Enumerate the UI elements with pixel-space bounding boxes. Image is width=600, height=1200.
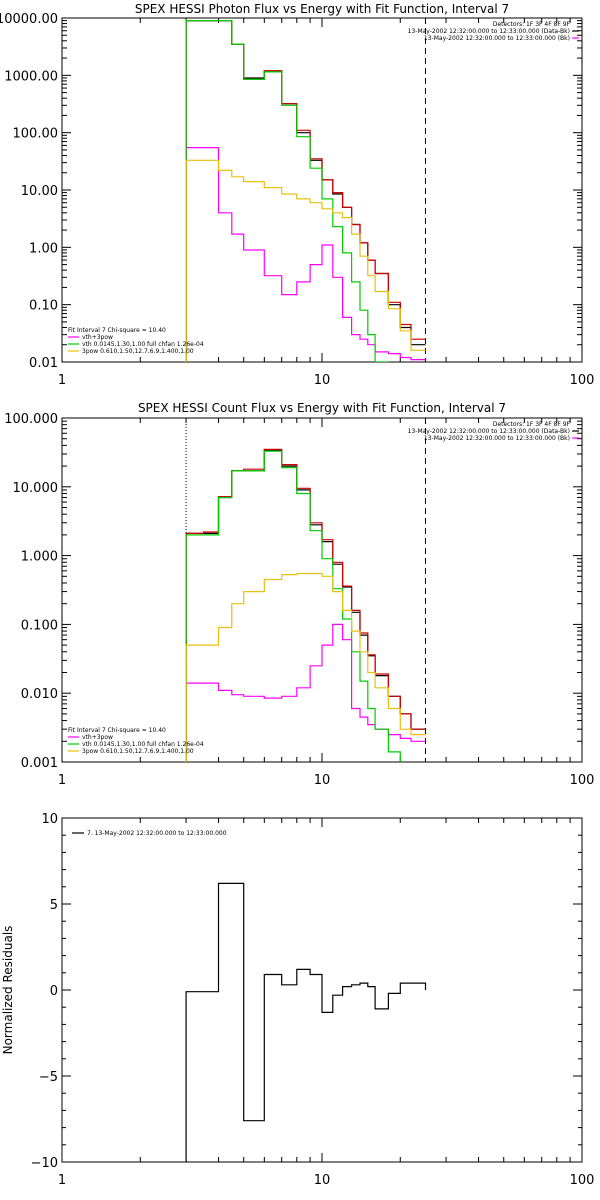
y-tick-label: 100.00 (13, 127, 59, 142)
y-tick-label: 5 (50, 898, 58, 913)
chart-panel-1: SPEX HESSI Photon Flux vs Energy with Fi… (0, 2, 594, 388)
legend-line: 3pow 0.610,1.50,12.7,6.9,1.400,1.00 (82, 748, 194, 755)
x-tick-label: 10 (314, 1173, 331, 1188)
header-line: 13-May-2002 12:32:00.000 to 12:33:00.000… (408, 28, 570, 35)
x-tick-label: 1 (58, 373, 66, 388)
x-tick-label: 100 (570, 1173, 595, 1188)
y-tick-label: 100.000 (4, 412, 58, 427)
x-tick-label: 10 (314, 773, 331, 788)
y-tick-label: 0.100 (21, 618, 58, 633)
chart-title: SPEX HESSI Count Flux vs Energy with Fit… (138, 401, 506, 415)
y-tick-label: 10.00 (21, 184, 58, 199)
plot-frame (61, 417, 583, 763)
legend-line: vth 0.0145,1.30,1.00 full chfan 1.26e-04 (82, 741, 204, 748)
chart-panel-3: 1 10 100 −10 −5 0 5 10 Normalized Residuals 7. 13… (1, 812, 594, 1188)
y-tick-label: 10.000 (13, 481, 59, 496)
series-line-4 (185, 450, 401, 762)
x-tick-label: 1 (58, 1173, 66, 1188)
x-tick-label: 10 (314, 373, 331, 388)
y-tick-label: −10 (31, 1156, 58, 1171)
y-axis-label: Normalized Residuals (1, 926, 15, 1055)
series-group (185, 882, 427, 1162)
legend-line: Fit Interval 7 Chi-square = 10.40 (68, 327, 166, 334)
x-tick-label: 1 (58, 773, 66, 788)
legend-line: Fit Interval 7 Chi-square = 10.40 (68, 727, 166, 734)
chart-title: SPEX HESSI Photon Flux vs Energy with Fi… (135, 2, 509, 16)
series-line-3 (185, 147, 426, 362)
y-tick-label: 10 (41, 812, 58, 827)
series-group (185, 448, 426, 762)
header-line: Detectors: 1F 3F 4F 8F 9F (493, 21, 571, 28)
y-tick-label: 0.001 (21, 756, 58, 771)
y-tick-label: 0.10 (29, 299, 58, 314)
y-tick-label: 1.00 (29, 241, 58, 256)
series-line-2 (185, 20, 426, 362)
legend-line: vth+3pow (82, 734, 113, 741)
header-line: 13-May-2002 12:32:00.000 to 12:33:00.000… (408, 428, 570, 435)
legend-line: 3pow 0.610,1.50,12.7,6.9,1.400,1.00 (82, 348, 194, 355)
chart-panel-2: SPEX HESSI Count Flux vs Energy with Fit… (4, 401, 594, 788)
legend-line: vth 0.0145,1.30,1.00 full chfan 1.26e-04 (82, 341, 204, 348)
y-tick-label: 0 (50, 984, 58, 999)
y-tick-label: 1000.00 (4, 69, 58, 84)
series-line-5 (185, 572, 426, 762)
y-tick-label: 1.000 (21, 550, 58, 565)
legend-line: vth+3pow (82, 334, 113, 341)
y-tick-label: −5 (39, 1070, 58, 1085)
y-tick-label: 10000.00 (0, 12, 58, 27)
x-tick-label: 100 (570, 373, 595, 388)
series-group (185, 20, 426, 362)
series-line-5 (185, 159, 426, 362)
series-line-4 (185, 20, 389, 362)
x-tick-label: 100 (570, 773, 595, 788)
header-line: Detectors: 1F 3F 4F 8F 9F (493, 421, 571, 428)
series-line-1 (185, 882, 427, 1162)
legend-line: 7. 13-May-2002 12:32:00.000 to 12:33:00.… (87, 830, 227, 837)
series-line-1 (185, 20, 426, 362)
header-line: 13-May-2002 12:32:00.000 to 12:33:00.000… (424, 435, 570, 442)
y-tick-label: 0.010 (21, 687, 58, 702)
y-tick-label: 0.01 (29, 356, 58, 371)
header-line: 13-May-2002 12:32:00.000 to 12:33:00.000… (424, 35, 570, 42)
